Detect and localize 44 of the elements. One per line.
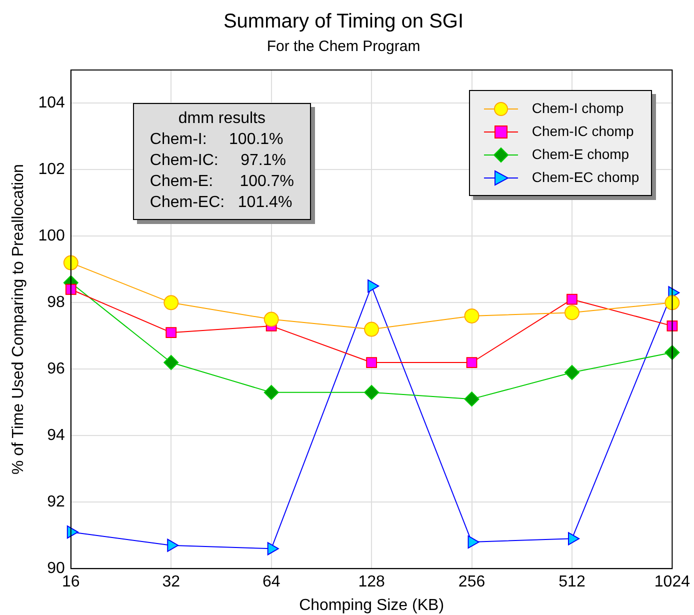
point bbox=[566, 294, 578, 305]
y-tick-label: 102 bbox=[38, 161, 65, 178]
legend-label: Chem-EC chomp bbox=[532, 168, 640, 187]
point bbox=[364, 384, 380, 400]
annotation: Chem-I: 100.1% bbox=[150, 130, 284, 150]
legend-label: Chem-IC chomp bbox=[532, 122, 634, 141]
y-tick-label: 104 bbox=[38, 94, 65, 112]
y-axis-title: % of Time Used Comparing to Preallocation bbox=[10, 164, 28, 474]
annotation: Chem-EC: 101.4% bbox=[150, 193, 294, 213]
x-tick-label: 32 bbox=[162, 574, 180, 591]
point bbox=[664, 295, 680, 310]
x-tick-label: 1024 bbox=[654, 574, 690, 591]
point bbox=[65, 284, 76, 295]
point bbox=[63, 255, 78, 270]
point bbox=[564, 305, 580, 320]
chart-subtitle: For the Chem Program bbox=[266, 38, 420, 56]
point bbox=[264, 312, 279, 327]
point bbox=[466, 357, 478, 368]
x-tick-label: 128 bbox=[358, 574, 385, 591]
point bbox=[164, 355, 179, 370]
annotation: dmm results bbox=[177, 109, 266, 129]
y-tick-label: 100 bbox=[38, 228, 65, 245]
x-tick-label: 256 bbox=[458, 574, 486, 591]
y-tick-label: 94 bbox=[47, 427, 65, 444]
chart-title: Summary of Timing on SGI bbox=[223, 10, 464, 33]
x-axis-title: Chomping Size (KB) bbox=[299, 596, 444, 614]
annotation: Chem-IC: 97.1% bbox=[150, 151, 287, 171]
x-tick-label: 512 bbox=[558, 574, 586, 591]
point bbox=[264, 384, 279, 400]
point bbox=[464, 392, 480, 407]
annotation: Chem-E: 100.7% bbox=[150, 172, 294, 192]
legend-label: Chem-E chomp bbox=[532, 145, 630, 164]
point bbox=[568, 532, 580, 546]
y-tick-label: 98 bbox=[47, 294, 65, 312]
point bbox=[366, 357, 377, 368]
x-tick-label: 64 bbox=[262, 574, 280, 591]
point bbox=[166, 327, 177, 338]
y-tick-label: 96 bbox=[47, 360, 65, 378]
point bbox=[164, 295, 179, 310]
legend-label: Chem-I chomp bbox=[532, 99, 624, 118]
point bbox=[564, 364, 580, 380]
point bbox=[464, 308, 480, 324]
y-tick-label: 92 bbox=[47, 494, 65, 511]
point bbox=[364, 322, 380, 337]
